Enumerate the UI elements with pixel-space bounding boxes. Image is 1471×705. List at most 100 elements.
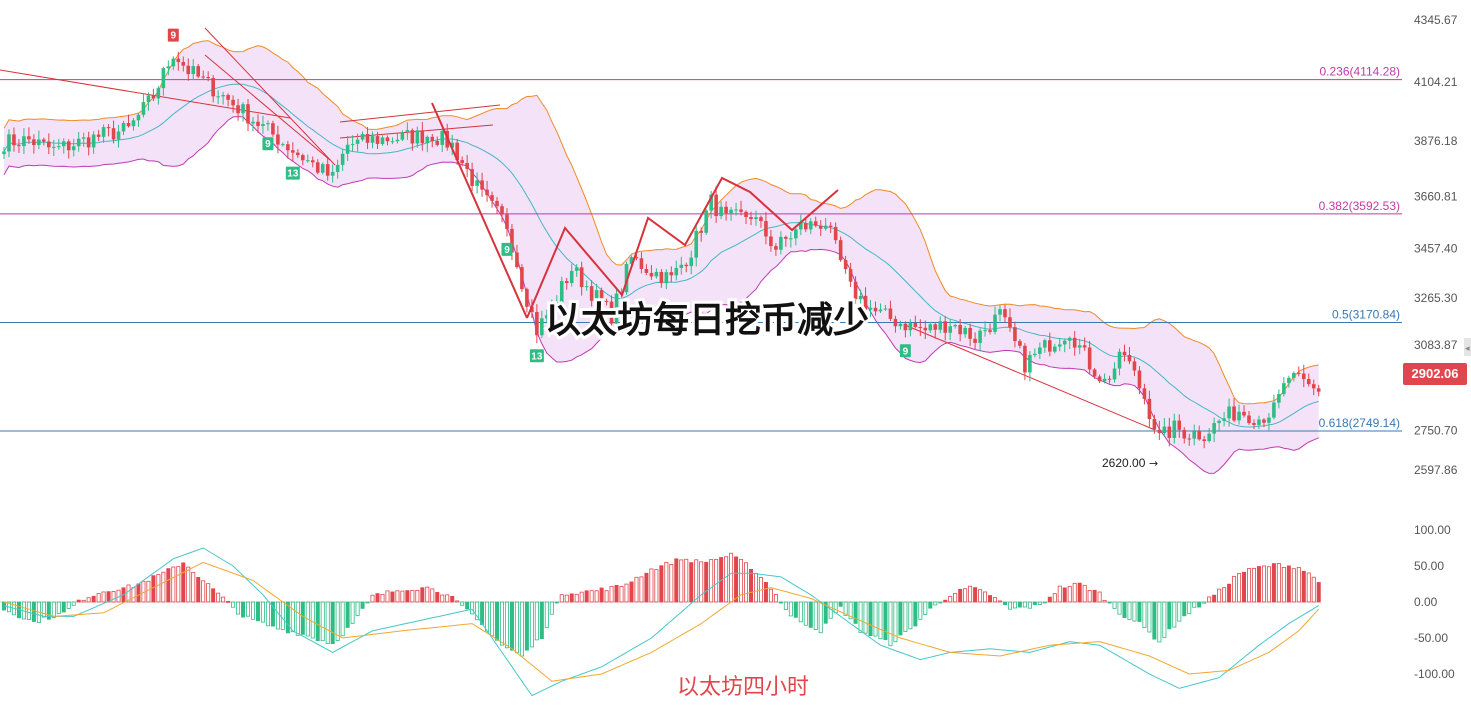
macd-bar [858, 601, 863, 633]
candle-body [365, 134, 370, 143]
candle-body [719, 206, 723, 217]
count-badge: 9 [167, 28, 179, 42]
macd-bar [440, 594, 445, 603]
candle [639, 252, 644, 274]
candle [1008, 308, 1012, 332]
macd-bar [295, 601, 300, 636]
candle [365, 127, 370, 150]
candle [1182, 427, 1187, 444]
candle-body [296, 152, 300, 156]
candle-body [823, 225, 828, 229]
macd-bar [509, 601, 514, 651]
candle [973, 332, 977, 350]
candle-body [550, 303, 554, 316]
candle-body [450, 142, 454, 148]
candle [320, 162, 325, 175]
candle [968, 323, 972, 347]
candle [126, 114, 131, 128]
collapse-handle-bg[interactable] [1464, 338, 1471, 356]
candle-body [584, 286, 589, 288]
macd-bar [161, 571, 166, 603]
macd-bar [1012, 601, 1017, 609]
candle [998, 305, 1002, 322]
candle-body [12, 134, 16, 146]
candle [420, 121, 425, 151]
fib-level-label: 0.5(3170.84) [1332, 307, 1400, 321]
candle [495, 197, 499, 215]
macd-bar [868, 601, 873, 637]
macd-bar [943, 599, 948, 603]
macd-bar [739, 558, 744, 603]
count-badge: 9 [501, 242, 513, 256]
chevron-left-icon[interactable]: ◂ [1465, 344, 1470, 354]
macd-bar [305, 601, 310, 637]
candle [1301, 364, 1306, 388]
candle [868, 300, 873, 319]
candle-body [789, 238, 793, 240]
macd-bar [609, 585, 614, 603]
macd-bar [1077, 582, 1082, 603]
macd-bar [639, 576, 644, 603]
macd-bar [888, 601, 893, 647]
candle [1097, 374, 1102, 384]
macd-bar [848, 601, 853, 620]
candle-body [838, 240, 843, 261]
candle [913, 315, 918, 329]
candle [161, 66, 166, 96]
candle-body [808, 221, 813, 230]
macd-bar [250, 601, 255, 620]
candle [794, 225, 798, 246]
macd-bar [1102, 599, 1107, 603]
candle-body [1092, 369, 1097, 377]
macd-bar [1037, 601, 1042, 606]
macd-bar [325, 601, 330, 644]
macd-bar [231, 601, 236, 608]
macd-bar [410, 589, 415, 603]
candle [903, 321, 908, 338]
candle-body [1122, 351, 1127, 355]
candle-body [734, 209, 738, 211]
candle-body [1202, 439, 1206, 442]
macd-bar [1296, 567, 1301, 603]
collapse-handle[interactable]: ◂ [1464, 338, 1471, 356]
candle [838, 236, 843, 262]
macd-bar [878, 601, 883, 640]
macd-bar [983, 591, 988, 603]
macd-bar [813, 601, 818, 630]
candle-body [515, 252, 519, 268]
macd-bar [1232, 575, 1237, 603]
candle-body [1282, 383, 1286, 395]
macd-bar [1047, 596, 1052, 603]
fib-level-label: 0.236(4114.28) [1319, 65, 1400, 79]
candle-body [211, 77, 215, 97]
macd-bar [425, 586, 430, 603]
candle [525, 287, 529, 313]
candle-body [968, 327, 972, 339]
candle-body [799, 223, 803, 230]
count-badge-bg [529, 349, 544, 363]
candle-body [893, 318, 898, 327]
wave-arrows [431, 102, 839, 319]
macd-bar [370, 594, 375, 603]
macd-bar [1271, 563, 1276, 603]
candle [1043, 338, 1047, 353]
candle-body [1297, 372, 1301, 374]
candle-body [360, 134, 365, 140]
macd-bar [1187, 601, 1192, 615]
candle [136, 113, 141, 127]
candle [669, 266, 674, 283]
candle-body [251, 121, 255, 124]
candle [221, 91, 225, 105]
trend-line [339, 104, 501, 123]
candle [719, 201, 723, 220]
candle [1048, 332, 1052, 357]
macd-bar [1316, 582, 1321, 603]
candle [644, 264, 649, 276]
candle [579, 261, 584, 296]
candle [759, 215, 763, 228]
macd-bar [798, 601, 803, 623]
macd-bar [405, 590, 410, 603]
candle-body [310, 160, 315, 163]
macd-bar [46, 601, 51, 620]
candle [1122, 344, 1127, 362]
